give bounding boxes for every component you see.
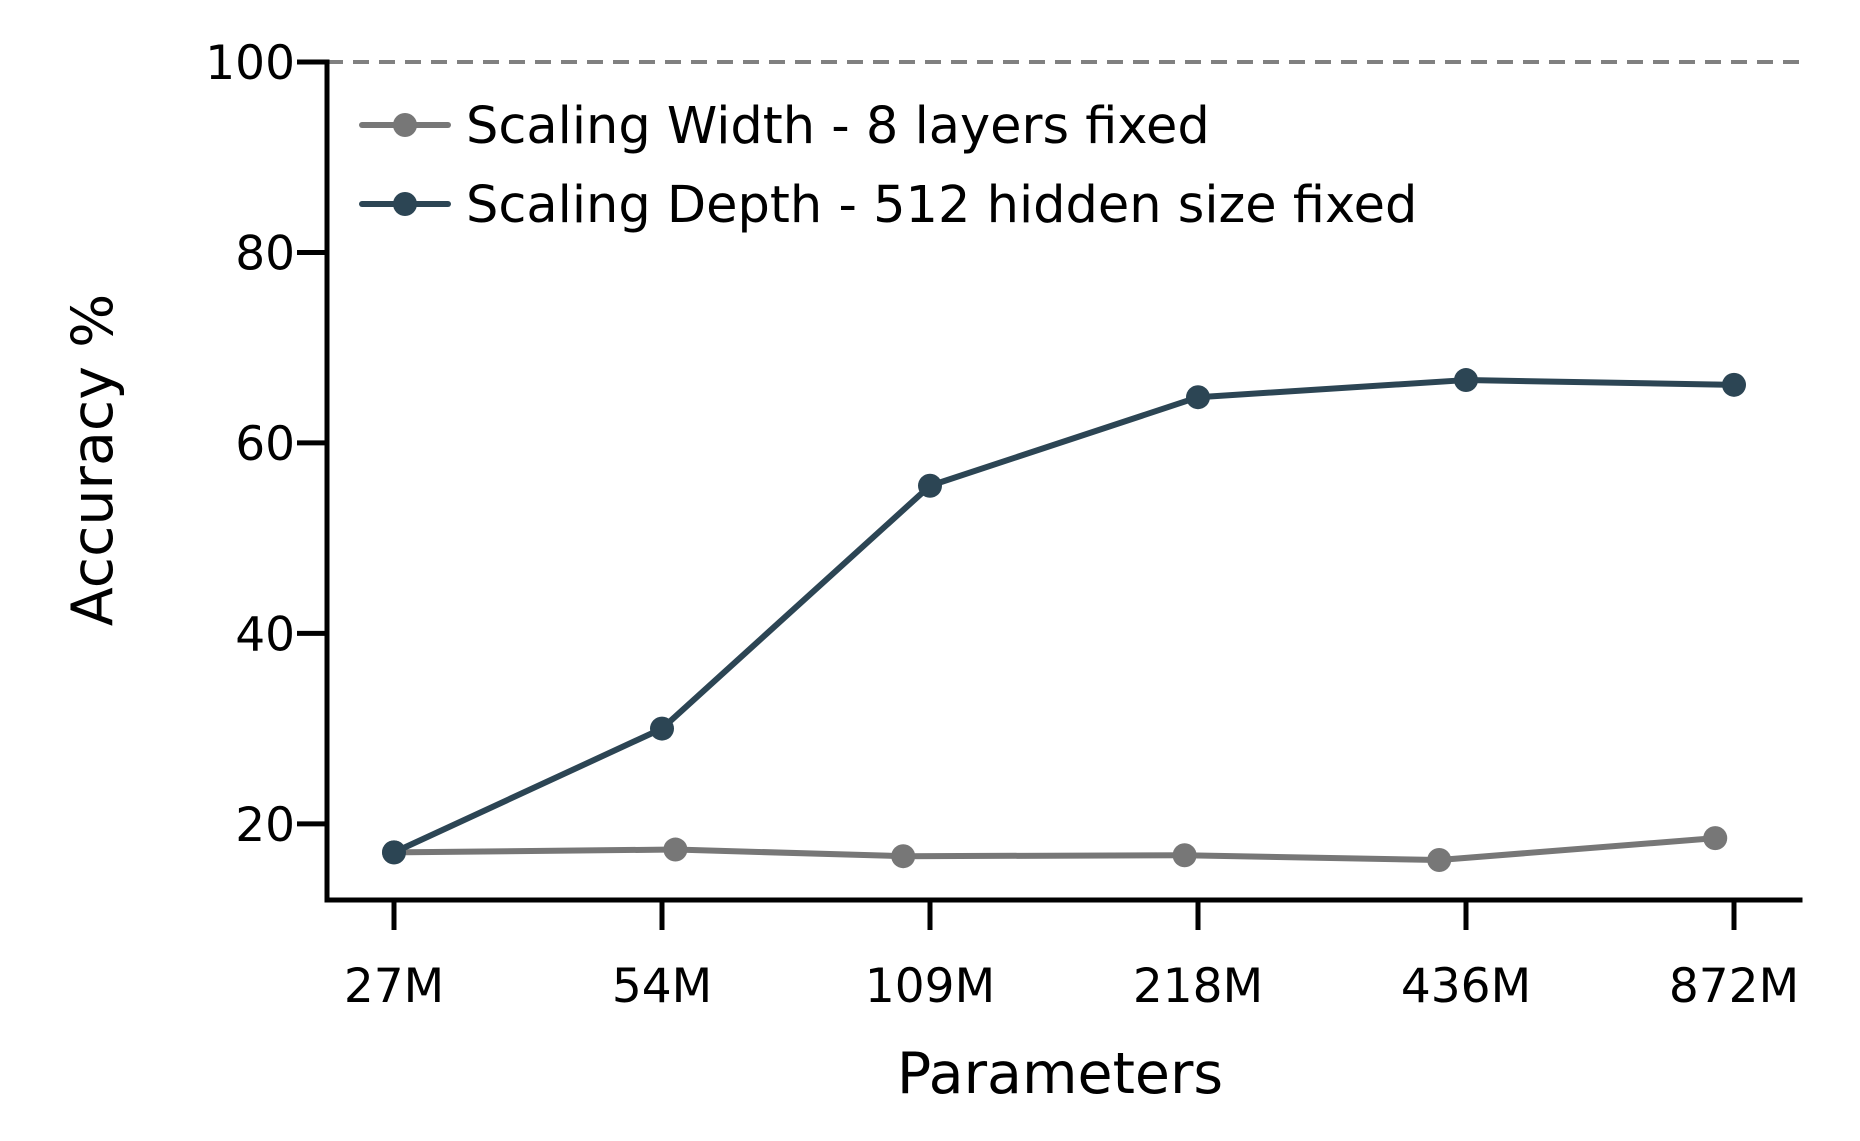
tick-layer: 20 40 60 80 100 27M 54M 109M 218M 436M 872M (205, 36, 1799, 1014)
axes (324, 59, 1803, 903)
series-2-point-436M (1454, 368, 1478, 393)
series-1-point-54M (663, 837, 688, 862)
x-tick-label-436M: 436M (1401, 959, 1531, 1014)
series-layer (382, 368, 1746, 873)
y-tick-label-40: 40 (235, 607, 295, 662)
series-1-point-218M (1172, 843, 1197, 868)
series-2-point-54M (650, 716, 674, 741)
legend-label-1: Scaling Width - 8 layers fixed (466, 97, 1210, 156)
series-line-2 (391, 377, 1737, 856)
x-tick-label-872M: 872M (1669, 959, 1799, 1014)
series-line-1 (391, 835, 1719, 864)
series-2-point-218M (1186, 385, 1210, 410)
series-1-point-436M (1427, 848, 1452, 873)
y-tick-label-100: 100 (205, 36, 295, 91)
legend-marker-1 (393, 113, 417, 137)
x-tick-label-109M: 109M (865, 959, 995, 1014)
x-tick-label-54M: 54M (612, 959, 712, 1014)
legend-marker-2 (393, 192, 417, 216)
y-axis-title: Accuracy % (60, 294, 126, 627)
x-axis-title: Parameters (897, 1041, 1223, 1107)
y-tick-label-80: 80 (235, 226, 295, 281)
x-tick-label-27M: 27M (344, 959, 444, 1014)
series-2-point-27M (382, 840, 406, 865)
legend-label-2: Scaling Depth - 512 hidden size fixed (466, 176, 1417, 235)
y-tick-label-20: 20 (235, 798, 295, 853)
y-tick-label-60: 60 (235, 417, 295, 472)
x-tick-label-218M: 218M (1133, 959, 1263, 1014)
series-1-point-109M (891, 844, 916, 869)
series-2-point-109M (918, 473, 942, 498)
series-2-point-872M (1722, 372, 1746, 397)
legend: Scaling Width - 8 layers fixed Scaling De… (359, 97, 1417, 235)
series-1-point-872M (1703, 826, 1728, 851)
